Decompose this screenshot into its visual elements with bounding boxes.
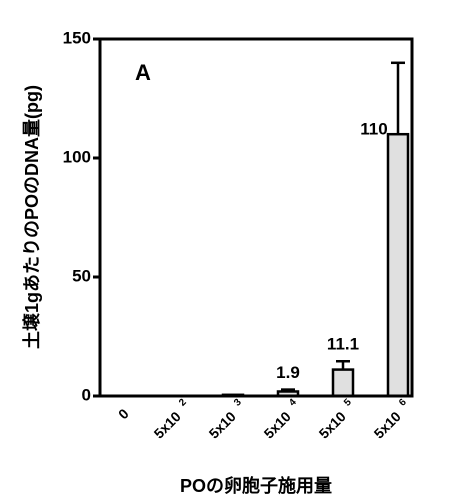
x-tick-label: 5x10 xyxy=(316,408,349,441)
error-bar xyxy=(336,360,350,370)
x-tick-exponent: 4 xyxy=(287,397,299,409)
value-label: 11.1 xyxy=(327,335,359,354)
x-tick-label: 5x10 xyxy=(206,408,239,441)
x-tick-label: 0 xyxy=(115,405,132,422)
y-axis-label: 土壌1gあたりのPOのDNA量(pg) xyxy=(21,85,42,349)
x-tick-label: 5x10 xyxy=(371,408,404,441)
y-tick-label: 100 xyxy=(63,147,91,166)
bar xyxy=(386,132,410,398)
value-label: 1.9 xyxy=(276,363,300,382)
error-bar xyxy=(391,61,405,135)
y-tick-label: 150 xyxy=(63,28,91,47)
x-axis-label: POの卵胞子施用量 xyxy=(180,475,332,496)
x-tick-label: 5x10 xyxy=(151,408,184,441)
x-tick-exponent: 6 xyxy=(397,397,409,409)
error-bar xyxy=(281,388,295,392)
bar xyxy=(331,368,355,398)
x-tick-exponent: 3 xyxy=(232,397,244,409)
y-tick-label: 0 xyxy=(82,385,91,404)
panel-label: A xyxy=(135,60,151,85)
x-tick-exponent: 5 xyxy=(342,397,354,409)
y-tick-label: 50 xyxy=(72,266,91,285)
value-label: 110 xyxy=(360,120,387,139)
x-tick-exponent: 2 xyxy=(177,397,189,409)
x-tick-label: 5x10 xyxy=(261,408,294,441)
x-tick-group: 0 xyxy=(115,405,132,422)
